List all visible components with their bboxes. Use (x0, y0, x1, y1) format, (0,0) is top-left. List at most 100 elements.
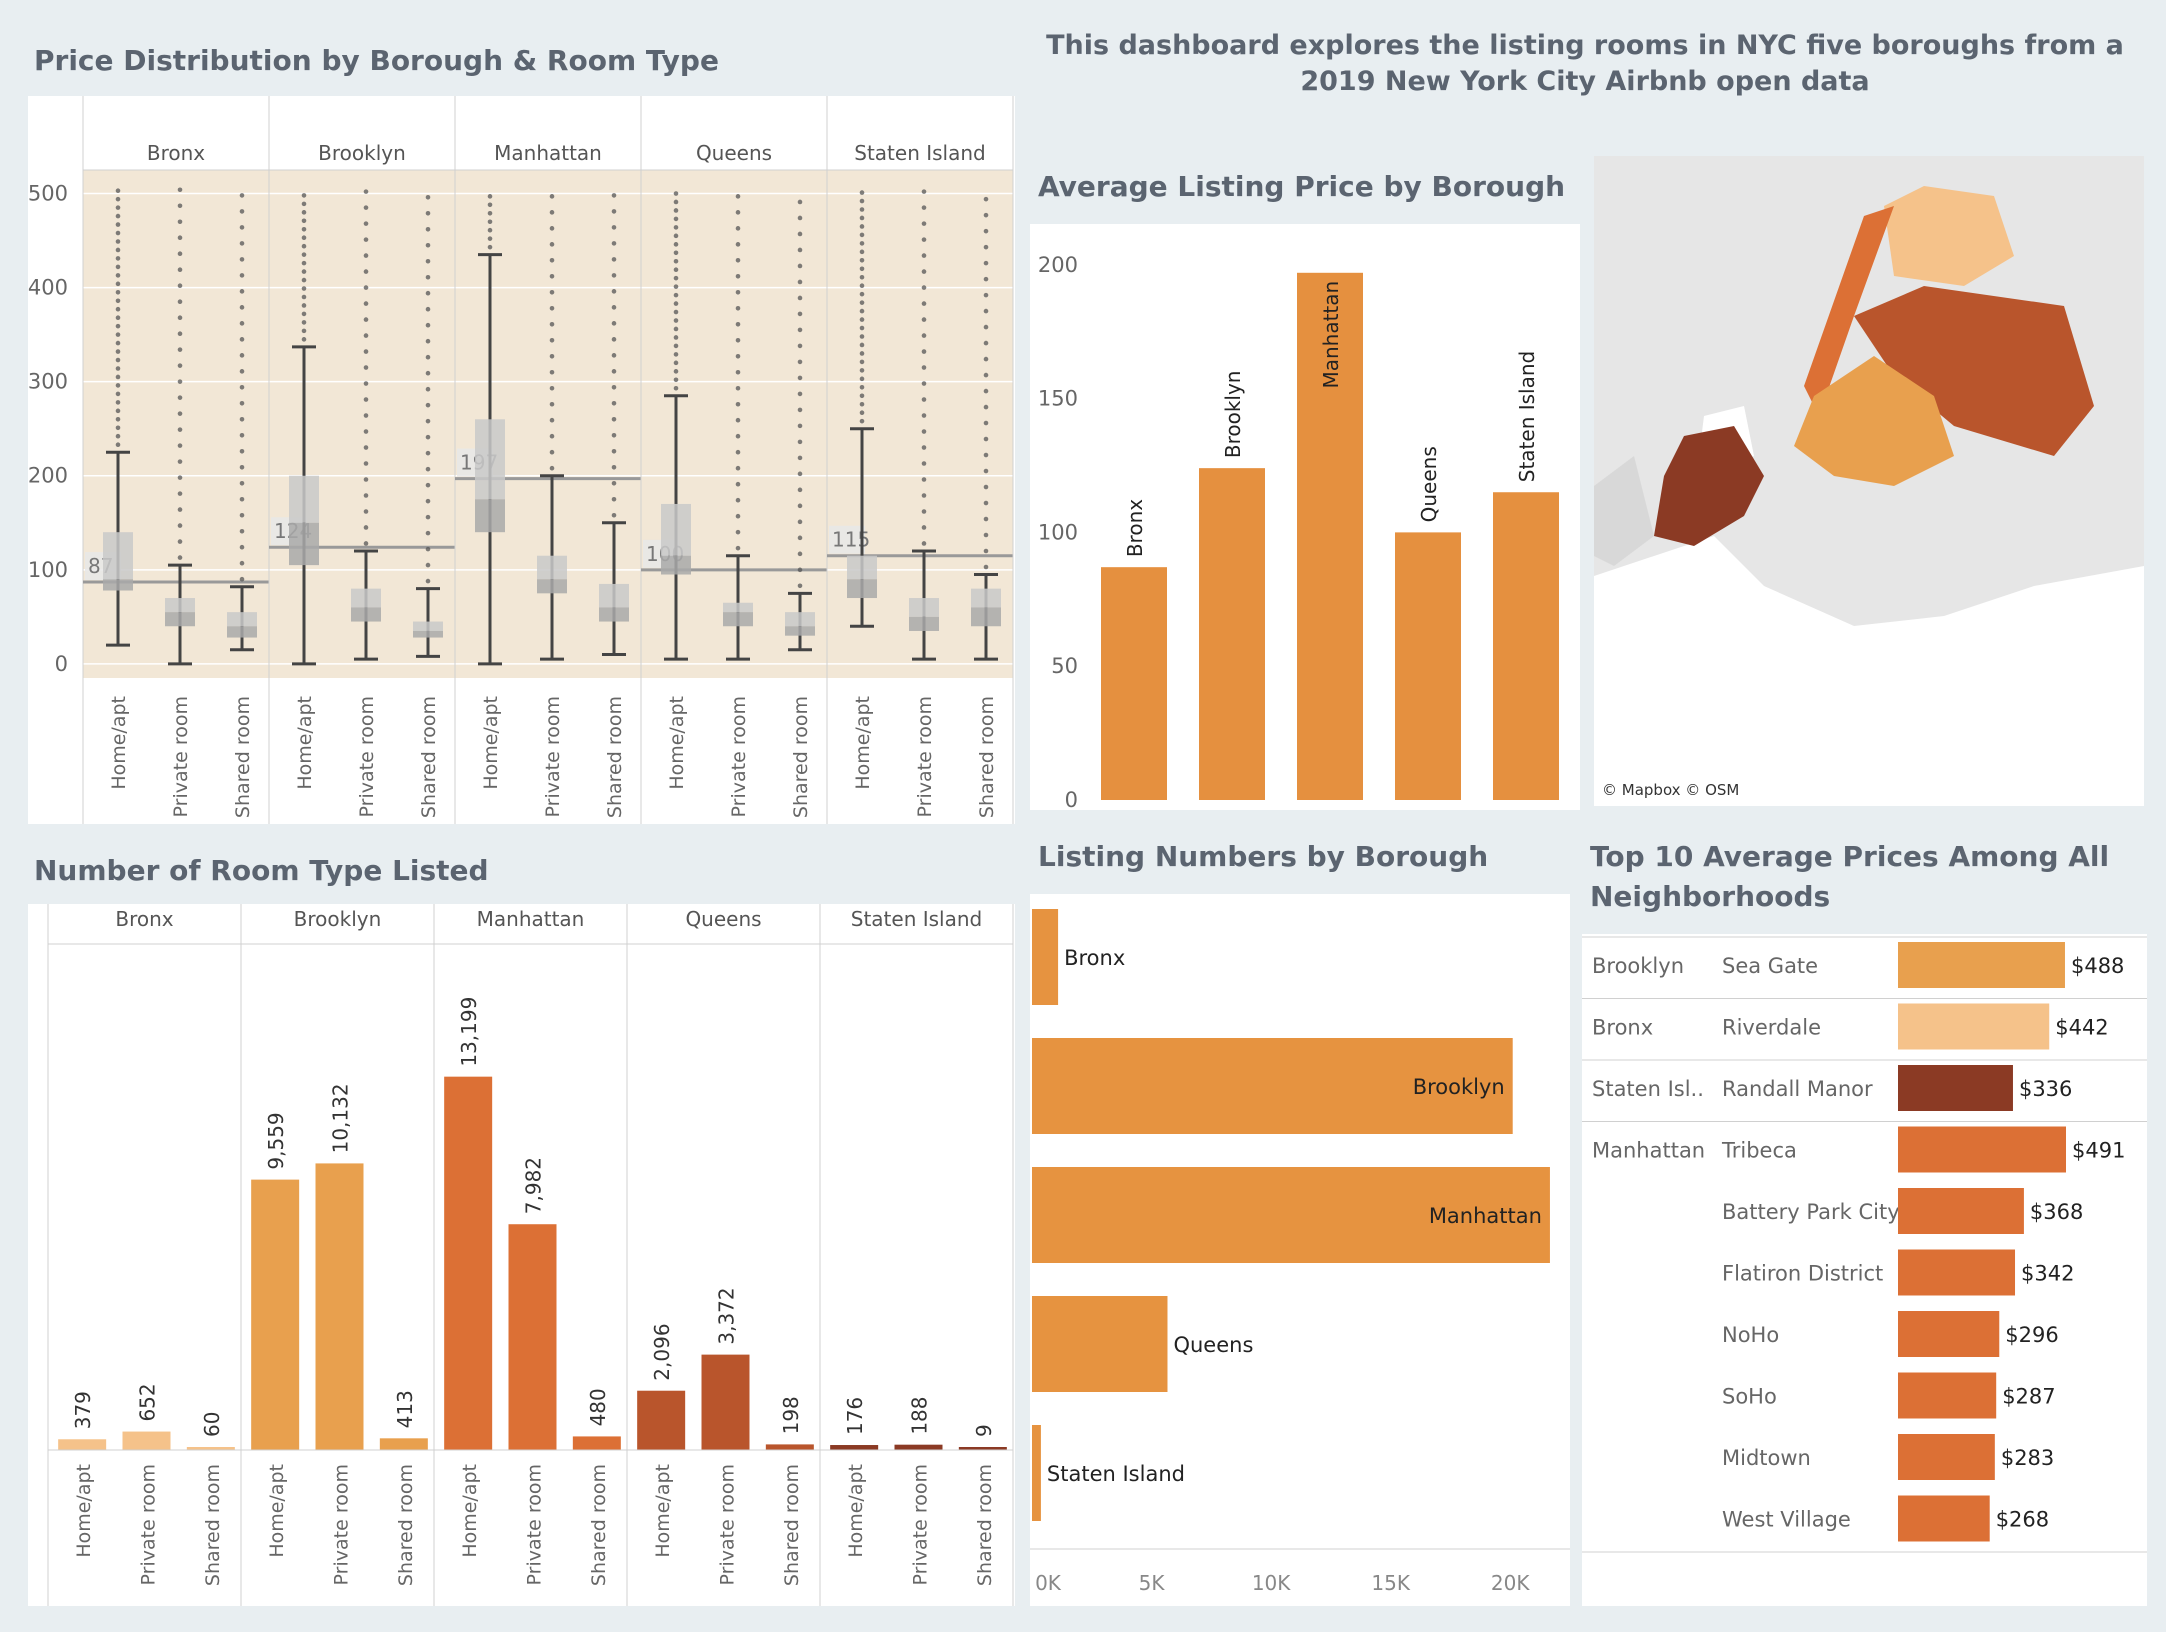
outlier-point (983, 532, 989, 538)
outlier-points (115, 188, 121, 447)
outlier-point (549, 353, 555, 359)
outlier-point (611, 432, 617, 438)
outlier-point (115, 315, 121, 320)
outlier-point (611, 257, 617, 262)
outlier-point (673, 318, 679, 323)
borough-label: Bronx (1123, 499, 1147, 557)
borough-header: Bronx (147, 141, 205, 165)
outlier-points (301, 193, 307, 342)
y-tick-label: 200 (28, 464, 68, 488)
outlier-point (425, 338, 431, 344)
box-lower (785, 626, 815, 636)
room-type-label: Private room (170, 696, 192, 817)
outlier-point (177, 539, 183, 544)
borough-label: Staten Island (1047, 1462, 1185, 1486)
count-bar (122, 1431, 171, 1450)
avg-price-bar (1395, 532, 1461, 800)
outlier-point (115, 391, 121, 397)
top10-title-line2: Neighborhoods (1590, 880, 1831, 913)
outlier-point (859, 308, 865, 314)
outlier-point (425, 242, 431, 248)
top10-title-line1: Top 10 Average Prices Among All (1590, 840, 2110, 873)
count-data-label: 2,096 (650, 1323, 674, 1380)
outlier-point (611, 337, 617, 342)
outlier-point (363, 189, 369, 194)
outlier-point (983, 564, 989, 570)
outlier-point (115, 366, 121, 371)
outlier-point (673, 309, 679, 315)
outlier-point (239, 432, 245, 438)
map-land-west (1594, 456, 1654, 566)
outlier-point (921, 333, 927, 338)
outlier-points (239, 193, 245, 582)
outlier-point (239, 448, 245, 454)
box-lower (227, 626, 257, 638)
outlier-points (797, 199, 803, 589)
borough-header: Queens (696, 141, 772, 165)
outlier-point (115, 425, 121, 431)
outlier-point (487, 244, 493, 250)
outlier-point (177, 203, 183, 209)
outlier-point (239, 353, 245, 358)
outlier-point (797, 567, 803, 573)
outlier-point (735, 465, 741, 471)
outlier-point (115, 273, 121, 278)
outlier-point (859, 376, 865, 382)
outlier-point (363, 253, 369, 258)
outlier-point (859, 334, 865, 339)
neighborhood-price-bar (1898, 1249, 2016, 1296)
outlier-point (673, 275, 679, 281)
outlier-point (735, 497, 741, 503)
outlier-point (177, 251, 183, 257)
borough-label: Staten Island (1515, 351, 1539, 482)
outlier-point (797, 391, 803, 397)
outlier-point (673, 292, 679, 298)
box-upper (227, 612, 257, 627)
outlier-points (549, 194, 555, 471)
outlier-point (673, 385, 679, 391)
neighborhood-price-bar (1898, 1311, 2000, 1357)
box-lower (537, 579, 567, 594)
outlier-point (549, 433, 555, 439)
outlier-point (983, 420, 989, 426)
outlier-point (983, 516, 989, 522)
outlier-point (673, 369, 679, 374)
outlier-point (115, 340, 121, 346)
outlier-point (177, 475, 183, 480)
outlier-point (115, 230, 121, 236)
room-type-chart: Bronx 379 Home/apt 652 Private room 60 Shared … (28, 904, 1015, 1606)
outlier-point (363, 285, 369, 290)
box-upper (413, 621, 443, 631)
room-type-label: Home/apt (852, 696, 874, 790)
outlier-point (611, 273, 617, 278)
borough-map[interactable]: © Mapbox © OSM (1594, 156, 2144, 806)
count-bar (508, 1224, 557, 1450)
y-tick-label: 50 (1051, 654, 1078, 678)
count-bar (315, 1163, 364, 1450)
outlier-point (921, 541, 927, 546)
outlier-point (735, 242, 741, 247)
x-tick-label: 20K (1491, 1571, 1530, 1595)
outlier-point (301, 193, 307, 198)
box-upper (909, 598, 939, 617)
price-label: $296 (2005, 1323, 2058, 1347)
outlier-point (797, 487, 803, 493)
y-tick-label: 0 (1065, 788, 1078, 810)
box-upper (103, 532, 133, 580)
outlier-point (425, 530, 431, 536)
outlier-point (115, 289, 121, 295)
box-upper (351, 588, 381, 608)
neighborhood-cell: Riverdale (1722, 1016, 1821, 1040)
outlier-point (425, 370, 431, 376)
outlier-point (425, 258, 431, 264)
outlier-point (301, 210, 307, 215)
outlier-point (673, 343, 679, 349)
outlier-point (239, 257, 245, 262)
outlier-point (983, 404, 989, 410)
outlier-point (797, 359, 803, 365)
borough-header: Manhattan (477, 907, 585, 931)
room-type-label: Shared room (232, 696, 254, 818)
outlier-point (549, 305, 555, 311)
x-tick-label: 15K (1371, 1571, 1410, 1595)
